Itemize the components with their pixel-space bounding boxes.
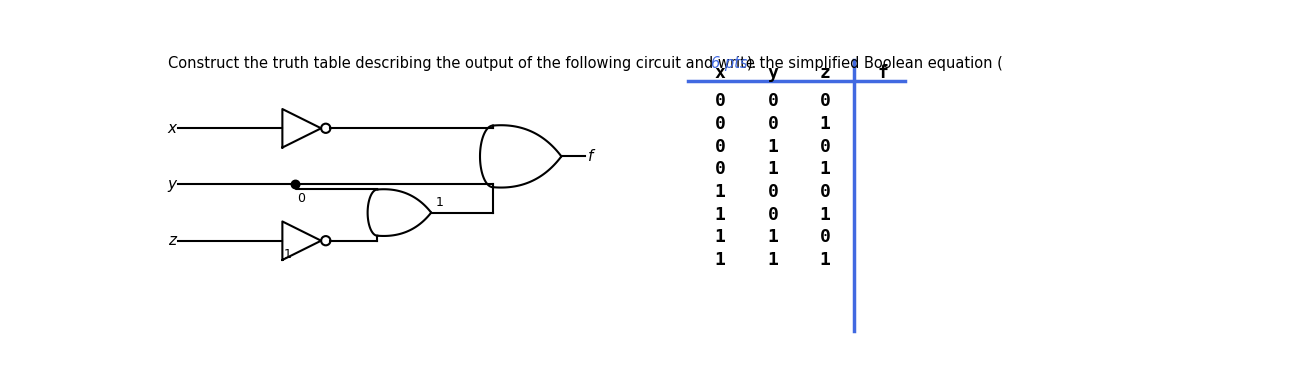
- Text: f: f: [877, 64, 888, 82]
- Text: 0: 0: [715, 138, 726, 156]
- Text: 1: 1: [819, 251, 831, 269]
- Text: 0: 0: [715, 160, 726, 178]
- Text: 1: 1: [819, 160, 831, 178]
- Text: 0: 0: [819, 183, 831, 201]
- Text: 0: 0: [819, 138, 831, 156]
- Text: 1: 1: [819, 206, 831, 224]
- Text: y: y: [167, 177, 177, 192]
- Text: y: y: [767, 64, 779, 82]
- Text: 0: 0: [819, 228, 831, 246]
- Text: ).: ).: [748, 56, 758, 71]
- Text: 1: 1: [767, 251, 779, 269]
- Text: 0: 0: [767, 92, 779, 110]
- Text: 1: 1: [715, 228, 726, 246]
- Text: 1: 1: [819, 115, 831, 133]
- Text: 1: 1: [436, 196, 444, 209]
- Text: x: x: [715, 64, 726, 82]
- Text: 0: 0: [767, 206, 779, 224]
- Text: 6 pts: 6 pts: [711, 56, 748, 71]
- Text: 1: 1: [715, 206, 726, 224]
- Text: 0: 0: [297, 192, 305, 205]
- Text: 0: 0: [767, 183, 779, 201]
- Text: 0: 0: [767, 115, 779, 133]
- Text: 1: 1: [767, 138, 779, 156]
- Text: x: x: [167, 121, 177, 136]
- Text: 1: 1: [715, 183, 726, 201]
- Text: Construct the truth table describing the output of the following circuit and wri: Construct the truth table describing the…: [169, 56, 1003, 71]
- Text: f: f: [588, 149, 593, 164]
- Text: 1: 1: [715, 251, 726, 269]
- Text: z: z: [819, 64, 831, 82]
- Text: z: z: [169, 233, 177, 248]
- Text: 0: 0: [819, 92, 831, 110]
- Text: 1: 1: [767, 228, 779, 246]
- Circle shape: [291, 180, 300, 189]
- Text: 1: 1: [284, 249, 292, 261]
- Text: 1: 1: [767, 160, 779, 178]
- Text: 0: 0: [715, 115, 726, 133]
- Text: 0: 0: [715, 92, 726, 110]
